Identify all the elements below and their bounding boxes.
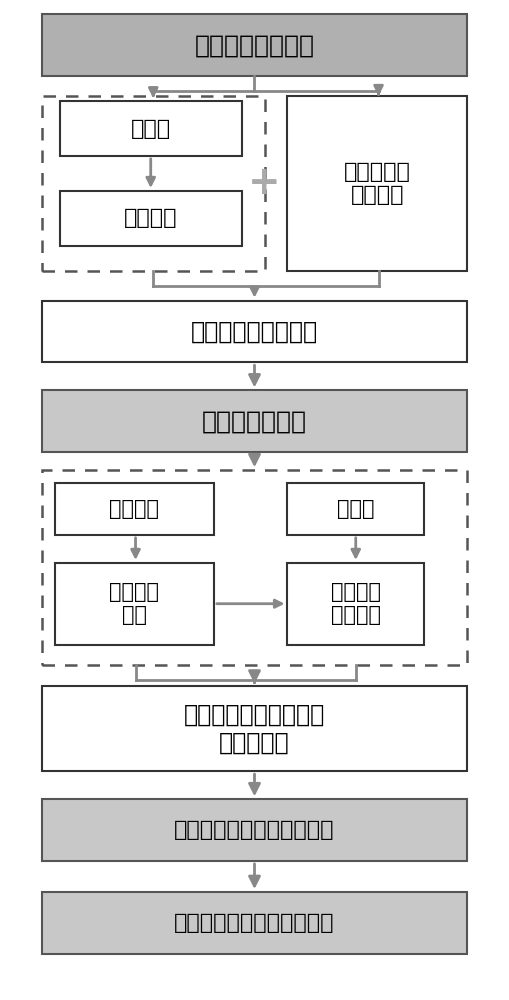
Text: +: + [248, 164, 281, 202]
FancyBboxPatch shape [42, 301, 467, 362]
Text: 筛选评价
指标: 筛选评价 指标 [109, 582, 159, 625]
FancyBboxPatch shape [42, 14, 467, 76]
Text: 气象场: 气象场 [131, 119, 171, 139]
FancyBboxPatch shape [54, 563, 214, 645]
Text: 模糊综合
评价理论: 模糊综合 评价理论 [331, 582, 381, 625]
FancyBboxPatch shape [288, 483, 424, 535]
FancyBboxPatch shape [42, 390, 467, 452]
FancyBboxPatch shape [42, 799, 467, 861]
Text: 网格化: 网格化 [337, 499, 375, 519]
FancyBboxPatch shape [288, 563, 424, 645]
FancyBboxPatch shape [54, 483, 214, 535]
FancyBboxPatch shape [42, 892, 467, 954]
Text: 污染物正向扩散模型: 污染物正向扩散模型 [191, 319, 318, 343]
Text: 确定监测点所在的优选网格: 确定监测点所在的优选网格 [174, 820, 335, 840]
FancyBboxPatch shape [42, 470, 467, 665]
Text: 情景设置: 情景设置 [124, 208, 178, 228]
FancyBboxPatch shape [42, 686, 467, 771]
Text: 污染物扩散范围: 污染物扩散范围 [202, 409, 307, 433]
Text: 大气污染物
排放源强: 大气污染物 排放源强 [344, 162, 411, 205]
Text: 基于凝聚式聚类分析的
后优化技术: 基于凝聚式聚类分析的 后优化技术 [184, 703, 325, 755]
Text: 突发事故应急监测布点方案: 突发事故应急监测布点方案 [174, 913, 335, 933]
Text: 因素分析: 因素分析 [109, 499, 159, 519]
FancyBboxPatch shape [42, 96, 265, 271]
FancyBboxPatch shape [60, 191, 242, 246]
Text: 突发大气污染事故: 突发大气污染事故 [194, 33, 315, 57]
FancyBboxPatch shape [60, 101, 242, 156]
FancyBboxPatch shape [288, 96, 467, 271]
